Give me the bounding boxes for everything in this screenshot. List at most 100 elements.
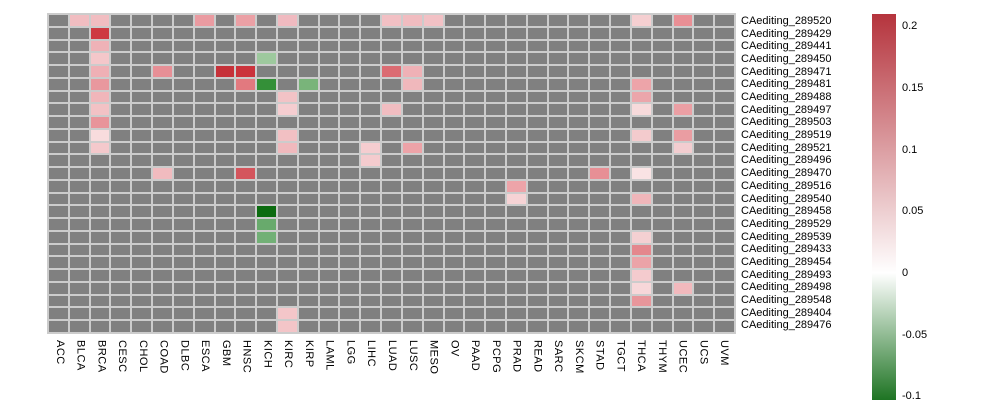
heatmap-cell (340, 53, 360, 65)
heatmap-cell (153, 117, 172, 128)
heatmap-cell (90, 219, 110, 230)
heatmap-cell (465, 15, 485, 26)
heatmap-cell (298, 142, 318, 154)
heatmap-cell (631, 53, 651, 65)
heatmap-cell (236, 206, 256, 218)
heatmap-cell (111, 40, 131, 52)
heatmap-cell (673, 180, 693, 192)
heatmap-cell (631, 231, 651, 243)
heatmap-cell (298, 295, 318, 307)
heatmap-cell (278, 40, 297, 52)
heatmap-cell (527, 40, 547, 52)
heatmap-cell (382, 66, 401, 77)
heatmap-cell (590, 66, 610, 77)
heatmap-cell (257, 66, 276, 77)
heatmap-cell (90, 168, 110, 179)
heatmap-cell (694, 142, 714, 154)
heatmap-cell (507, 257, 526, 269)
heatmap-cell (590, 27, 610, 39)
heatmap-cell (111, 91, 131, 103)
heatmap-cell (402, 53, 422, 65)
heatmap-cell (486, 168, 505, 179)
heatmap-cell (590, 206, 610, 218)
row-label: CAediting_289539 (741, 230, 832, 243)
heatmap-cell (194, 129, 214, 141)
heatmap-cell (382, 257, 401, 269)
heatmap-cell (111, 295, 131, 307)
heatmap-cell (486, 53, 505, 65)
heatmap-cell (215, 91, 235, 103)
heatmap-cell (507, 104, 526, 116)
heatmap-cell (319, 168, 339, 179)
heatmap-cell (465, 142, 485, 154)
heatmap-cell (382, 78, 401, 90)
heatmap-cell (49, 78, 68, 90)
heatmap-cell (590, 40, 610, 52)
heatmap-cell (153, 104, 172, 116)
heatmap-cell (340, 231, 360, 243)
heatmap-cell (361, 206, 381, 218)
heatmap-cell (49, 257, 68, 269)
colorbar-tick-label: 0 (902, 266, 909, 279)
heatmap-cell (49, 104, 68, 116)
heatmap-cell (694, 129, 714, 141)
heatmap-cell (340, 168, 360, 179)
heatmap-cell (278, 27, 297, 39)
heatmap-cell (173, 180, 193, 192)
heatmap-cell (236, 180, 256, 192)
heatmap-cell (569, 257, 589, 269)
heatmap-cell (590, 270, 610, 281)
heatmap-cell (548, 129, 568, 141)
heatmap-cell (465, 53, 485, 65)
heatmap-cell (611, 78, 630, 90)
heatmap-cell (361, 244, 381, 256)
heatmap-cell (153, 295, 172, 307)
row-label: CAediting_289540 (741, 192, 832, 205)
heatmap-cell (298, 180, 318, 192)
heatmap-cell (590, 78, 610, 90)
column-label: PAAD (469, 340, 482, 372)
heatmap-cell (194, 321, 214, 332)
heatmap-cell (340, 270, 360, 281)
heatmap-cell (590, 295, 610, 307)
heatmap-cell (548, 282, 568, 294)
heatmap-cell (507, 231, 526, 243)
heatmap-cell (361, 129, 381, 141)
heatmap-cell (257, 117, 276, 128)
column-label: GBM (219, 340, 232, 367)
heatmap-cell (340, 193, 360, 205)
heatmap-cell (694, 231, 714, 243)
heatmap-cell (715, 91, 734, 103)
heatmap-cell (236, 117, 256, 128)
heatmap-cell (569, 231, 589, 243)
heatmap-cell (507, 193, 526, 205)
heatmap-cell (465, 295, 485, 307)
heatmap-cell (569, 244, 589, 256)
heatmap-cell (215, 78, 235, 90)
heatmap-cell (423, 231, 443, 243)
heatmap-cell (49, 180, 68, 192)
heatmap-cell (298, 78, 318, 90)
heatmap-cell (382, 193, 401, 205)
heatmap-cell (631, 180, 651, 192)
heatmap-cell (569, 321, 589, 332)
colorbar-tick-label: 0.2 (902, 20, 918, 33)
heatmap-cell (631, 193, 651, 205)
heatmap-cell (590, 104, 610, 116)
heatmap-cell (132, 66, 152, 77)
heatmap-cell (611, 53, 630, 65)
heatmap-cell (153, 129, 172, 141)
heatmap-cell (423, 91, 443, 103)
heatmap-cell (527, 168, 547, 179)
heatmap-cell (382, 104, 401, 116)
heatmap-cell (611, 117, 630, 128)
heatmap-cell (444, 193, 464, 205)
heatmap-cell (173, 231, 193, 243)
heatmap-cell (715, 308, 734, 320)
column-label: BRCA (95, 340, 108, 373)
heatmap-cell (236, 104, 256, 116)
row-label: CAediting_289503 (741, 116, 832, 129)
heatmap-cell (590, 53, 610, 65)
heatmap-cell (90, 270, 110, 281)
heatmap-cell (652, 231, 672, 243)
